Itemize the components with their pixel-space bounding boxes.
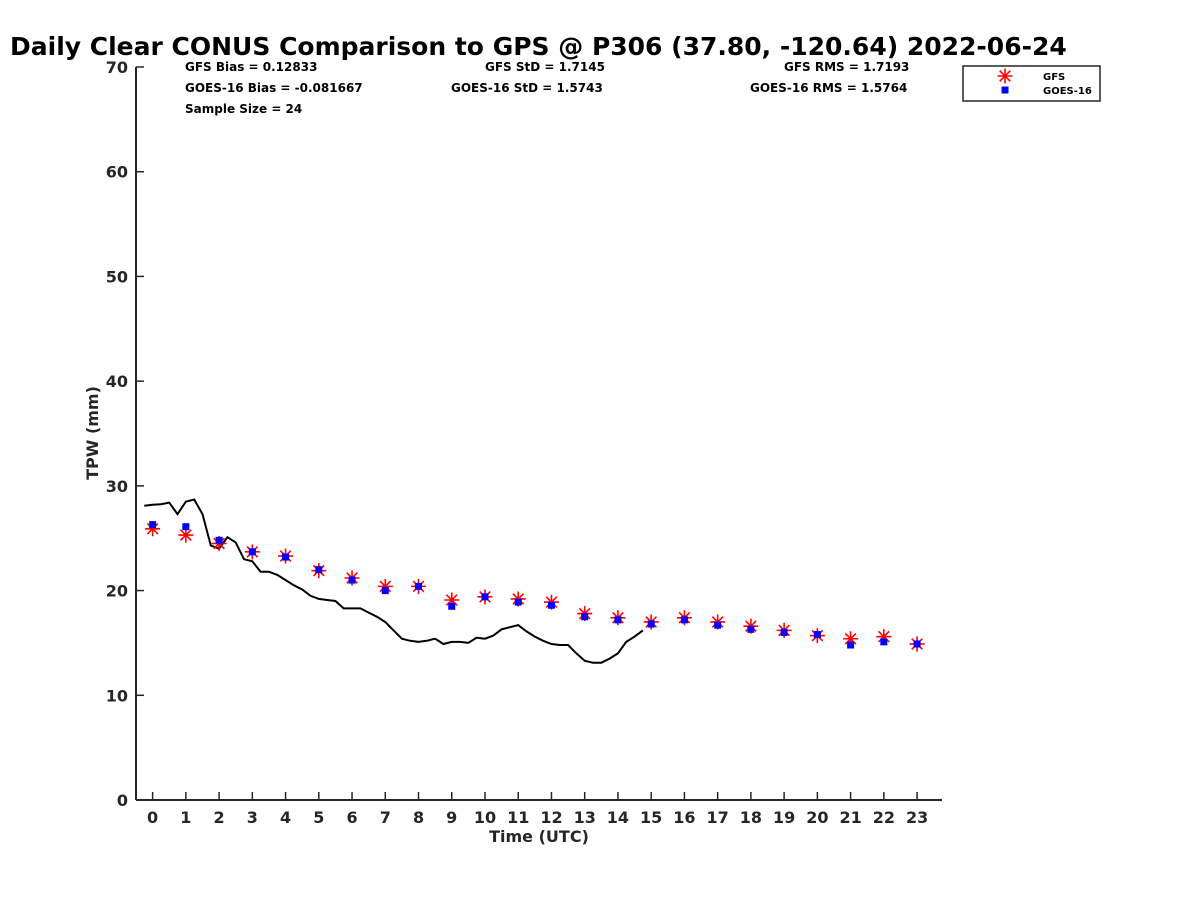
goes16-point (381, 587, 389, 595)
goes16-point (415, 582, 423, 590)
goes16-point (614, 616, 622, 624)
x-tick-label: 16 (673, 808, 695, 827)
x-tick-label: 0 (147, 808, 158, 827)
stat-gfs-bias: GFS Bias = 0.12833 (185, 60, 317, 74)
goes16-point (780, 628, 788, 636)
legend-goes16-square (1001, 86, 1009, 94)
goes16-point (248, 548, 256, 556)
y-tick-label: 30 (106, 477, 128, 496)
y-tick-label: 40 (106, 372, 128, 391)
stat-goes-std: GOES-16 StD = 1.5743 (451, 81, 603, 95)
x-tick-label: 21 (839, 808, 861, 827)
goes16-point (547, 601, 555, 609)
stat-goes-bias: GOES-16 Bias = -0.081667 (185, 81, 363, 95)
chart-title: Daily Clear CONUS Comparison to GPS @ P3… (10, 32, 1067, 61)
gfs-point (444, 592, 460, 608)
x-tick-label: 13 (574, 808, 596, 827)
gfs-point (145, 521, 161, 537)
y-tick-label: 60 (106, 163, 128, 182)
y-tick-label: 20 (106, 582, 128, 601)
goes16-point (282, 553, 290, 561)
legend-box (962, 65, 1101, 102)
x-tick-label: 12 (540, 808, 562, 827)
gfs-point (876, 629, 892, 645)
legend-gfs-label: GFS (1043, 72, 1065, 83)
y-tick-label: 50 (106, 267, 128, 286)
plot-area (144, 498, 925, 664)
goes16-point (714, 621, 722, 629)
x-tick-label: 2 (214, 808, 225, 827)
goes16-point (880, 638, 888, 646)
y-ticks: 0 10 20 30 40 50 60 70 (106, 58, 144, 810)
gfs-point (178, 527, 194, 543)
x-ticks: 0 1 2 3 4 5 6 7 8 9 10 11 12 13 14 15 16 17 18 19 20 21 22 23 (147, 792, 928, 827)
x-tick-label: 3 (247, 808, 258, 827)
x-tick-label: 1 (180, 808, 191, 827)
goes16-point (847, 641, 855, 649)
y-tick-label: 70 (106, 58, 128, 77)
x-tick-label: 8 (413, 808, 424, 827)
legend-gfs-asterisk (997, 68, 1013, 84)
goes16-point (215, 536, 223, 544)
gps-series (144, 498, 644, 664)
goes16-point (680, 616, 688, 624)
x-tick-label: 6 (346, 808, 357, 827)
gps-line (144, 498, 644, 664)
goes16-point (647, 620, 655, 628)
stat-gfs-rms: GFS RMS = 1.7193 (784, 60, 909, 74)
x-tick-label: 22 (873, 808, 895, 827)
x-tick-label: 17 (707, 808, 729, 827)
gfs-point (377, 578, 393, 594)
goes16-point (813, 631, 821, 639)
x-tick-label: 20 (806, 808, 828, 827)
y-tick-label: 0 (117, 791, 128, 810)
legend-gfs-marker (997, 68, 1013, 84)
x-tick-label: 15 (640, 808, 662, 827)
goes16-point (514, 598, 522, 606)
y-tick-label: 10 (106, 686, 128, 705)
goes16-point (481, 593, 489, 601)
stat-sample-size: Sample Size = 24 (185, 102, 302, 116)
goes16-point (149, 521, 157, 529)
data-points (145, 521, 925, 652)
x-tick-label: 4 (280, 808, 291, 827)
goes16-point (747, 625, 755, 633)
gfs-point (843, 631, 859, 647)
x-tick-label: 7 (380, 808, 391, 827)
stat-gfs-std: GFS StD = 1.7145 (485, 60, 605, 74)
legend-goes16-label: GOES-16 (1043, 86, 1092, 97)
legend-goes16-marker (1001, 86, 1009, 94)
stats-block: GFS Bias = 0.12833 GOES-16 Bias = -0.081… (185, 60, 909, 116)
goes16-point (448, 602, 456, 610)
goes16-point (581, 613, 589, 621)
x-tick-label: 11 (507, 808, 529, 827)
goes16-point (315, 566, 323, 574)
x-axis-label: Time (UTC) (489, 827, 589, 846)
legend: GFS GOES-16 (962, 65, 1101, 102)
y-axis-label: TPW (mm) (83, 386, 102, 480)
x-tick-label: 9 (446, 808, 457, 827)
x-tick-label: 10 (474, 808, 496, 827)
x-tick-label: 5 (313, 808, 324, 827)
x-tick-label: 14 (607, 808, 629, 827)
goes16-point (913, 640, 921, 648)
x-tick-label: 19 (773, 808, 795, 827)
x-tick-label: 18 (740, 808, 762, 827)
goes16-point (182, 523, 190, 531)
goes16-point (348, 576, 356, 584)
stat-goes-rms: GOES-16 RMS = 1.5764 (750, 81, 907, 95)
x-tick-label: 23 (906, 808, 928, 827)
